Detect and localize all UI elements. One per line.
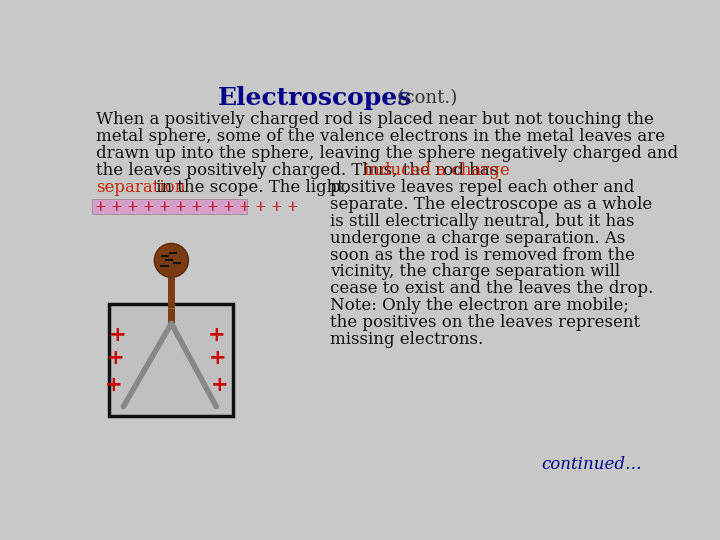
Text: +: +: [107, 348, 125, 368]
Text: Note: Only the electron are mobile;: Note: Only the electron are mobile;: [330, 298, 629, 314]
Text: (cont.): (cont.): [386, 89, 457, 107]
Text: +: +: [105, 375, 123, 395]
Bar: [109, 304, 233, 416]
Text: undergone a charge separation. As: undergone a charge separation. As: [330, 230, 626, 247]
Text: positive leaves repel each other and: positive leaves repel each other and: [330, 179, 634, 196]
Text: +: +: [207, 325, 225, 345]
Text: +: +: [211, 375, 228, 395]
Text: + + + + + + + + + + + + +: + + + + + + + + + + + + +: [94, 200, 298, 214]
Text: separation: separation: [96, 179, 186, 196]
Text: missing electrons.: missing electrons.: [330, 331, 484, 348]
Circle shape: [154, 244, 189, 278]
Text: Electroscopes: Electroscopes: [217, 86, 412, 110]
Text: separate. The electroscope as a whole: separate. The electroscope as a whole: [330, 195, 652, 213]
Text: drawn up into the sphere, leaving the sphere negatively charged and: drawn up into the sphere, leaving the sp…: [96, 145, 678, 162]
Bar: [91, 199, 246, 214]
Text: is still electrically neutral, but it has: is still electrically neutral, but it ha…: [330, 213, 635, 230]
Text: When a positively charged rod is placed near but not touching the: When a positively charged rod is placed …: [96, 111, 654, 128]
Text: vicinity, the charge separation will: vicinity, the charge separation will: [330, 264, 621, 280]
Text: +: +: [108, 325, 126, 345]
Text: the positives on the leaves represent: the positives on the leaves represent: [330, 314, 640, 331]
Text: the leaves positively charged. Thus, the rod has: the leaves positively charged. Thus, the…: [96, 162, 503, 179]
Text: +: +: [209, 348, 227, 368]
Text: cease to exist and the leaves the drop.: cease to exist and the leaves the drop.: [330, 280, 654, 298]
Text: metal sphere, some of the valence electrons in the metal leaves are: metal sphere, some of the valence electr…: [96, 128, 665, 145]
Text: continued…: continued…: [541, 456, 642, 473]
Text: induced a charge: induced a charge: [364, 162, 510, 179]
Text: soon as the rod is removed from the: soon as the rod is removed from the: [330, 247, 635, 264]
Text: in the scope. The light,: in the scope. The light,: [150, 179, 349, 196]
